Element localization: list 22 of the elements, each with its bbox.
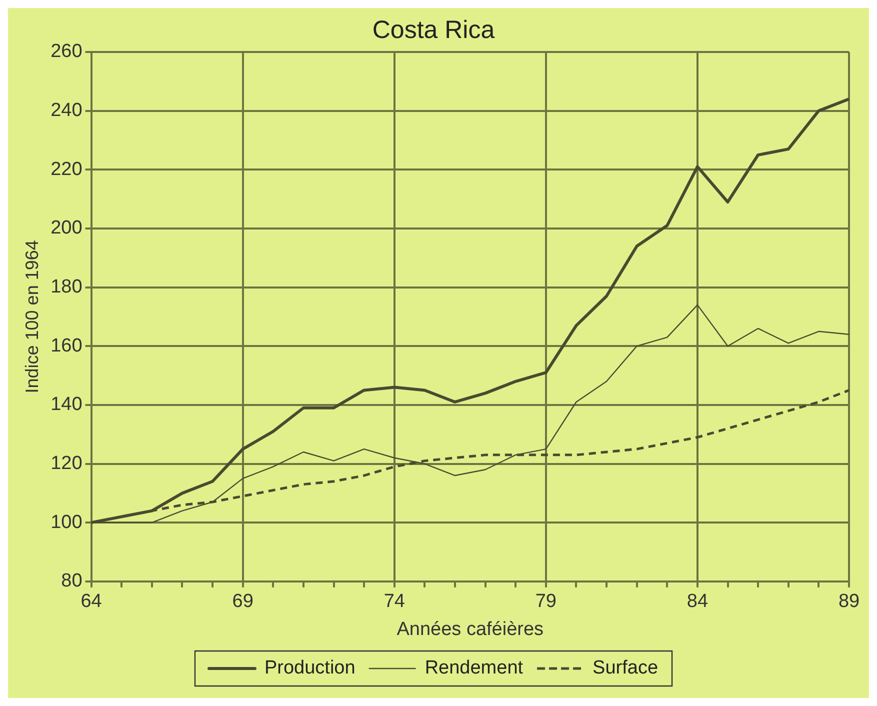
legend-label: Production <box>264 658 356 679</box>
x-tick-label: 64 <box>80 591 102 612</box>
y-tick-label: 220 <box>50 158 82 180</box>
legend-label: Surface <box>592 658 658 679</box>
y-tick-label: 180 <box>50 276 82 298</box>
y-axis-title: Indice 100 en 1964 <box>22 240 42 394</box>
y-tick-label: 260 <box>50 41 82 62</box>
y-tick-label: 240 <box>50 100 82 122</box>
y-tick-label: 120 <box>50 452 82 474</box>
y-tick-label: 160 <box>50 335 82 356</box>
x-tick-label: 69 <box>232 591 254 612</box>
y-tick-label: 200 <box>50 218 82 239</box>
y-tick-label: 140 <box>50 394 82 416</box>
legend-label: Rendement <box>424 658 524 679</box>
x-tick-label: 74 <box>384 591 406 612</box>
x-tick-label: 89 <box>838 591 860 612</box>
x-tick-label: 84 <box>686 591 708 612</box>
y-tick-label: 80 <box>61 570 82 592</box>
x-axis-title: Années caféières <box>396 618 544 640</box>
chart-title: Costa Rica <box>372 16 495 44</box>
x-tick-label: 79 <box>535 591 556 612</box>
y-tick-label: 100 <box>50 512 82 533</box>
